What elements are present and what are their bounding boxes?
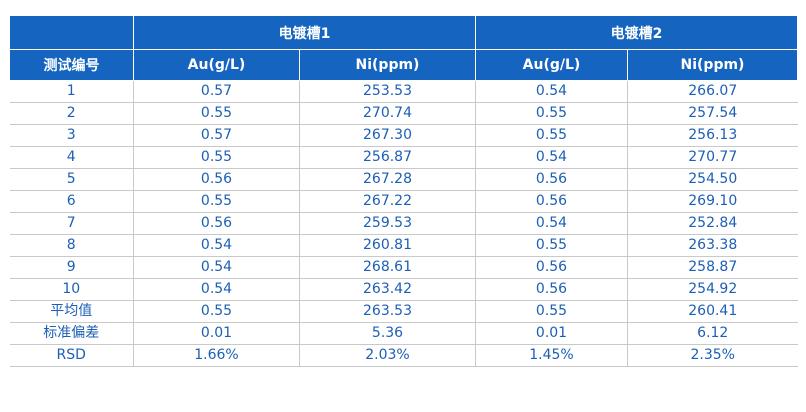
cell-tank2-au: 0.55 (475, 102, 628, 125)
cell-tank1-ni: 2.03% (299, 344, 476, 367)
cell-tank2-ni: 260.41 (627, 300, 798, 323)
group-header-row: 电镀槽1 电镀槽2 (9, 15, 798, 50)
cell-test-id: 4 (9, 146, 134, 169)
cell-tank1-au: 0.54 (133, 256, 300, 279)
cell-test-id: 3 (9, 124, 134, 147)
table-row: 3 0.57 267.30 0.55 256.13 (9, 124, 798, 147)
cell-tank2-ni: 252.84 (627, 212, 798, 235)
cell-tank1-ni: 268.61 (299, 256, 476, 279)
cell-tank2-ni: 2.35% (627, 344, 798, 367)
cell-tank1-ni: 263.42 (299, 278, 476, 301)
table-row: 6 0.55 267.22 0.56 269.10 (9, 190, 798, 213)
cell-tank2-au: 0.54 (475, 212, 628, 235)
group-header-tank-2: 电镀槽2 (475, 15, 798, 50)
cell-test-id: 1 (9, 80, 134, 103)
cell-tank2-au: 1.45% (475, 344, 628, 367)
cell-test-id: 8 (9, 234, 134, 257)
cell-tank1-ni: 267.30 (299, 124, 476, 147)
table-row: 10 0.54 263.42 0.56 254.92 (9, 278, 798, 301)
cell-tank1-ni: 267.28 (299, 168, 476, 191)
table-body: 1 0.57 253.53 0.54 266.07 2 0.55 270.74 0.55 257.… (9, 80, 798, 367)
column-header-row: 测试编号 Au(g/L) Ni(ppm) Au(g/L) Ni(ppm) (9, 49, 798, 81)
table-container: 电镀槽1 电镀槽2 测试编号 Au(g/L) Ni(ppm) Au(g/L) N… (9, 15, 798, 367)
cell-tank2-ni: 269.10 (627, 190, 798, 213)
cell-test-id: 标准偏差 (9, 322, 134, 345)
cell-tank1-ni: 267.22 (299, 190, 476, 213)
plating-test-table: 电镀槽1 电镀槽2 测试编号 Au(g/L) Ni(ppm) Au(g/L) N… (9, 15, 798, 367)
cell-test-id: 7 (9, 212, 134, 235)
cell-tank1-ni: 263.53 (299, 300, 476, 323)
table-row: 平均值 0.55 263.53 0.55 260.41 (9, 300, 798, 323)
cell-tank1-au: 0.55 (133, 190, 300, 213)
cell-test-id: 10 (9, 278, 134, 301)
cell-tank2-ni: 266.07 (627, 80, 798, 103)
cell-tank1-ni: 256.87 (299, 146, 476, 169)
cell-test-id: 6 (9, 190, 134, 213)
cell-test-id: 9 (9, 256, 134, 279)
cell-tank1-ni: 260.81 (299, 234, 476, 257)
cell-tank1-au: 1.66% (133, 344, 300, 367)
cell-tank2-au: 0.01 (475, 322, 628, 345)
cell-tank1-au: 0.57 (133, 80, 300, 103)
table-row: 4 0.55 256.87 0.54 270.77 (9, 146, 798, 169)
cell-tank2-au: 0.56 (475, 278, 628, 301)
cell-tank1-au: 0.01 (133, 322, 300, 345)
column-header-tank1-ni: Ni(ppm) (299, 49, 476, 81)
cell-tank2-ni: 254.92 (627, 278, 798, 301)
column-header-tank1-au: Au(g/L) (133, 49, 300, 81)
cell-tank2-au: 0.55 (475, 300, 628, 323)
table-row: 2 0.55 270.74 0.55 257.54 (9, 102, 798, 125)
table-row: 7 0.56 259.53 0.54 252.84 (9, 212, 798, 235)
cell-test-id: RSD (9, 344, 134, 367)
group-header-tank-1: 电镀槽1 (133, 15, 476, 50)
table-row: 8 0.54 260.81 0.55 263.38 (9, 234, 798, 257)
cell-tank2-au: 0.56 (475, 190, 628, 213)
cell-test-id: 平均值 (9, 300, 134, 323)
cell-tank1-au: 0.55 (133, 300, 300, 323)
cell-tank1-au: 0.56 (133, 212, 300, 235)
cell-tank2-au: 0.54 (475, 146, 628, 169)
cell-tank2-ni: 270.77 (627, 146, 798, 169)
cell-tank1-au: 0.57 (133, 124, 300, 147)
cell-tank2-ni: 263.38 (627, 234, 798, 257)
cell-tank2-au: 0.55 (475, 124, 628, 147)
cell-tank2-ni: 258.87 (627, 256, 798, 279)
cell-tank1-au: 0.55 (133, 146, 300, 169)
cell-tank1-ni: 270.74 (299, 102, 476, 125)
cell-tank2-ni: 6.12 (627, 322, 798, 345)
cell-tank1-au: 0.56 (133, 168, 300, 191)
cell-tank1-au: 0.54 (133, 234, 300, 257)
group-header-blank (9, 15, 134, 50)
cell-test-id: 5 (9, 168, 134, 191)
table-row: 5 0.56 267.28 0.56 254.50 (9, 168, 798, 191)
column-header-test-id: 测试编号 (9, 49, 134, 81)
cell-tank2-ni: 256.13 (627, 124, 798, 147)
cell-tank2-ni: 257.54 (627, 102, 798, 125)
column-header-tank2-au: Au(g/L) (475, 49, 628, 81)
table-row: 标准偏差 0.01 5.36 0.01 6.12 (9, 322, 798, 345)
cell-tank2-au: 0.54 (475, 80, 628, 103)
cell-tank2-au: 0.55 (475, 234, 628, 257)
cell-tank1-ni: 259.53 (299, 212, 476, 235)
cell-tank2-ni: 254.50 (627, 168, 798, 191)
cell-tank1-au: 0.55 (133, 102, 300, 125)
table-row: 1 0.57 253.53 0.54 266.07 (9, 80, 798, 103)
table-row: RSD 1.66% 2.03% 1.45% 2.35% (9, 344, 798, 367)
cell-tank2-au: 0.56 (475, 168, 628, 191)
cell-tank1-au: 0.54 (133, 278, 300, 301)
table-row: 9 0.54 268.61 0.56 258.87 (9, 256, 798, 279)
column-header-tank2-ni: Ni(ppm) (627, 49, 798, 81)
cell-tank1-ni: 253.53 (299, 80, 476, 103)
cell-test-id: 2 (9, 102, 134, 125)
cell-tank2-au: 0.56 (475, 256, 628, 279)
cell-tank1-ni: 5.36 (299, 322, 476, 345)
